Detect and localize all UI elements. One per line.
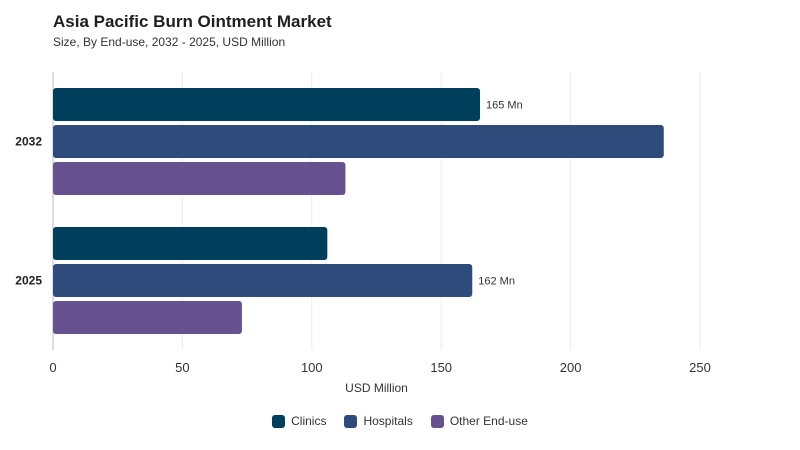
legend-label-clinics: Clinics [291,414,327,428]
bar-hospitals-2025 [53,264,473,297]
y-category-label: 2032 [15,135,42,149]
legend-label-other-end-use: Other End-use [449,414,528,428]
x-tick-label: 0 [49,360,56,375]
legend-swatch-hospitals [344,414,358,428]
bar-other-end-use-2025 [53,301,242,334]
x-tick-label: 200 [560,360,582,375]
data-label: 162 Mn [478,276,515,288]
bar-clinics-2025 [53,227,328,260]
bar-hospitals-2032 [53,125,664,158]
x-tick-label: 50 [175,360,189,375]
legend-item-other-end-use[interactable]: Other End-use [430,414,528,428]
legend-item-hospitals[interactable]: Hospitals [344,414,413,428]
legend-swatch-other-end-use [430,414,444,428]
legend-label-hospitals: Hospitals [363,414,413,428]
bar-other-end-use-2032 [53,162,346,195]
legend: Clinics Hospitals Other End-use [0,414,800,428]
y-category-label: 2025 [15,274,42,288]
legend-swatch-clinics [272,414,286,428]
chart-title: Asia Pacific Burn Ointment Market [53,12,332,31]
x-tick-label: 250 [689,360,711,375]
legend-item-clinics[interactable]: Clinics [272,414,326,428]
data-label: 165 Mn [486,100,523,112]
bar-clinics-2032 [53,88,481,121]
x-tick-label: 150 [430,360,452,375]
x-axis-label: USD Million [345,381,408,395]
chart-subtitle: Size, By End-use, 2032 - 2025, USD Milli… [53,35,286,49]
x-tick-label: 100 [301,360,323,375]
